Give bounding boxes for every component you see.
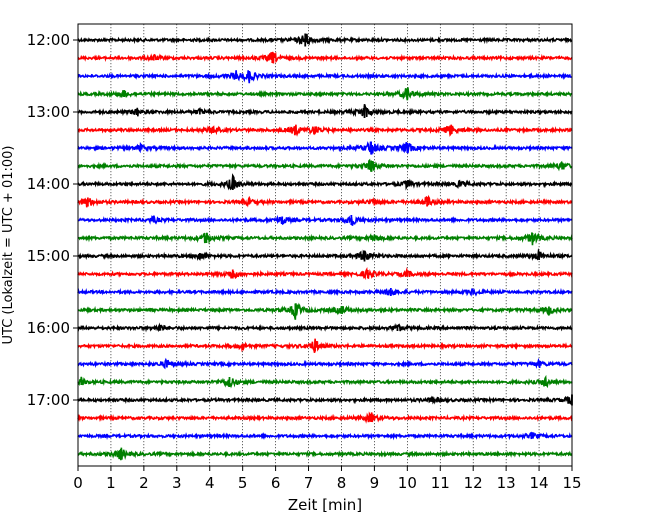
x-tick-label: 2 <box>139 474 149 492</box>
trace-line <box>77 194 573 208</box>
trace-line <box>77 322 573 333</box>
x-tick-label: 7 <box>304 474 314 492</box>
x-axis-label: Zeit [min] <box>288 496 362 514</box>
trace-line <box>77 87 573 101</box>
trace-line <box>77 173 573 191</box>
x-tick-label: 1 <box>106 474 116 492</box>
trace-line <box>77 232 573 246</box>
trace-1215 <box>77 51 573 64</box>
x-tick-label: 13 <box>497 474 516 492</box>
x-tick-label: 15 <box>562 474 581 492</box>
trace-1300 <box>77 103 573 118</box>
x-tick-label: 5 <box>238 474 248 492</box>
trace-1515 <box>77 267 573 280</box>
trace-1645 <box>77 374 573 389</box>
trace-1330 <box>77 141 573 155</box>
trace-1745 <box>77 447 573 461</box>
y-tick-label: 14:00 <box>27 175 70 193</box>
trace-1630 <box>77 357 573 370</box>
trace-line <box>77 447 573 461</box>
trace-1245 <box>77 87 573 101</box>
trace-1615 <box>77 338 573 353</box>
x-tick-label: 8 <box>337 474 347 492</box>
trace-line <box>77 124 573 137</box>
x-tick-label: 14 <box>530 474 549 492</box>
y-axis-label: UTC (Lokalzeit = UTC + 01:00) <box>1 146 16 345</box>
y-tick-label: 16:00 <box>27 319 70 337</box>
trace-line <box>77 247 573 262</box>
trace-line <box>77 214 573 226</box>
trace-line <box>77 33 573 46</box>
x-tick-label: 10 <box>398 474 417 492</box>
trace-1400 <box>77 173 573 191</box>
trace-1230 <box>77 70 573 84</box>
trace-1345 <box>77 158 573 172</box>
trace-line <box>77 302 573 320</box>
x-tick-label: 12 <box>464 474 483 492</box>
trace-1415 <box>77 194 573 208</box>
trace-line <box>77 70 573 84</box>
trace-line <box>77 287 573 297</box>
y-tick-label: 17:00 <box>27 391 70 409</box>
seismic-traces <box>77 33 573 461</box>
trace-1430 <box>77 214 573 226</box>
trace-line <box>77 431 573 441</box>
trace-line <box>77 267 573 280</box>
trace-line <box>77 141 573 155</box>
x-tick-label: 6 <box>271 474 281 492</box>
trace-1500 <box>77 247 573 262</box>
trace-line <box>77 158 573 172</box>
trace-1545 <box>77 302 573 320</box>
trace-1530 <box>77 287 573 297</box>
x-tick-label: 4 <box>205 474 215 492</box>
trace-1315 <box>77 124 573 137</box>
trace-1700 <box>77 394 573 406</box>
x-tick-label: 3 <box>172 474 182 492</box>
x-axis-ticks: 0 1 2 3 4 5 6 7 8 9 10 11 12 13 14 15 <box>73 466 582 492</box>
trace-1445 <box>77 232 573 246</box>
trace-line <box>77 51 573 64</box>
y-tick-label: 12:00 <box>27 31 70 49</box>
x-tick-label: 9 <box>370 474 380 492</box>
trace-1715 <box>77 411 573 424</box>
trace-line <box>77 411 573 424</box>
trace-line <box>77 357 573 370</box>
x-tick-label: 11 <box>431 474 450 492</box>
x-tick-label: 0 <box>73 474 83 492</box>
trace-line <box>77 103 573 118</box>
plot-frame <box>77 23 573 467</box>
trace-1600 <box>77 322 573 333</box>
trace-1200 <box>77 33 573 47</box>
y-tick-label: 15:00 <box>27 247 70 265</box>
trace-1730 <box>77 431 573 441</box>
trace-line <box>77 394 573 406</box>
y-axis-ticks: 12:00 13:00 14:00 15:00 16:00 17:00 <box>27 31 78 409</box>
y-tick-label: 13:00 <box>27 103 70 121</box>
trace-line <box>77 374 573 389</box>
trace-line <box>77 338 573 353</box>
